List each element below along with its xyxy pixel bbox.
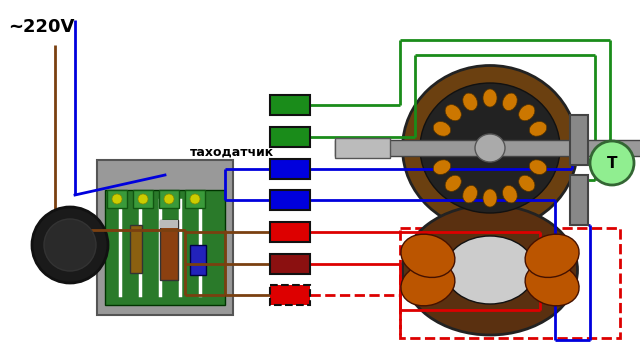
Ellipse shape xyxy=(403,65,577,231)
Bar xyxy=(160,220,178,280)
Ellipse shape xyxy=(502,186,517,203)
Circle shape xyxy=(164,194,174,204)
Ellipse shape xyxy=(463,186,477,203)
Bar xyxy=(270,127,310,147)
Ellipse shape xyxy=(518,105,535,121)
Ellipse shape xyxy=(403,205,577,335)
Ellipse shape xyxy=(420,83,560,213)
Bar xyxy=(270,222,310,242)
Ellipse shape xyxy=(529,160,547,174)
Bar xyxy=(105,190,225,305)
Bar xyxy=(185,190,205,208)
Bar xyxy=(107,190,127,208)
Bar xyxy=(270,159,310,179)
Bar xyxy=(270,95,310,115)
Ellipse shape xyxy=(445,105,461,121)
Circle shape xyxy=(190,194,200,204)
Circle shape xyxy=(44,219,96,271)
Bar xyxy=(335,138,390,158)
Ellipse shape xyxy=(463,93,477,111)
Bar xyxy=(270,254,310,274)
Ellipse shape xyxy=(529,121,547,136)
Bar xyxy=(130,225,142,273)
Bar xyxy=(270,285,310,305)
Text: таходатчик: таходатчик xyxy=(190,146,274,159)
Bar xyxy=(133,190,153,208)
Bar xyxy=(400,228,620,338)
Bar xyxy=(159,190,179,208)
Ellipse shape xyxy=(401,234,455,278)
Text: ~220V: ~220V xyxy=(8,18,74,36)
Ellipse shape xyxy=(445,175,461,191)
Ellipse shape xyxy=(518,175,535,191)
Bar xyxy=(160,220,178,228)
Ellipse shape xyxy=(475,134,505,162)
Circle shape xyxy=(32,207,108,283)
Ellipse shape xyxy=(483,89,497,107)
Bar xyxy=(97,160,233,315)
Bar xyxy=(570,175,588,225)
Ellipse shape xyxy=(429,141,447,155)
Ellipse shape xyxy=(525,234,579,278)
Ellipse shape xyxy=(445,236,535,304)
Bar xyxy=(270,190,310,210)
Bar xyxy=(335,140,640,156)
Circle shape xyxy=(112,194,122,204)
Circle shape xyxy=(138,194,148,204)
Ellipse shape xyxy=(483,189,497,207)
Ellipse shape xyxy=(433,160,451,174)
Ellipse shape xyxy=(401,262,455,306)
Ellipse shape xyxy=(525,262,579,306)
Ellipse shape xyxy=(533,141,551,155)
Bar xyxy=(570,115,588,165)
Circle shape xyxy=(590,141,634,185)
Bar xyxy=(190,245,206,275)
Ellipse shape xyxy=(502,93,517,111)
Ellipse shape xyxy=(433,121,451,136)
Text: T: T xyxy=(607,155,617,170)
